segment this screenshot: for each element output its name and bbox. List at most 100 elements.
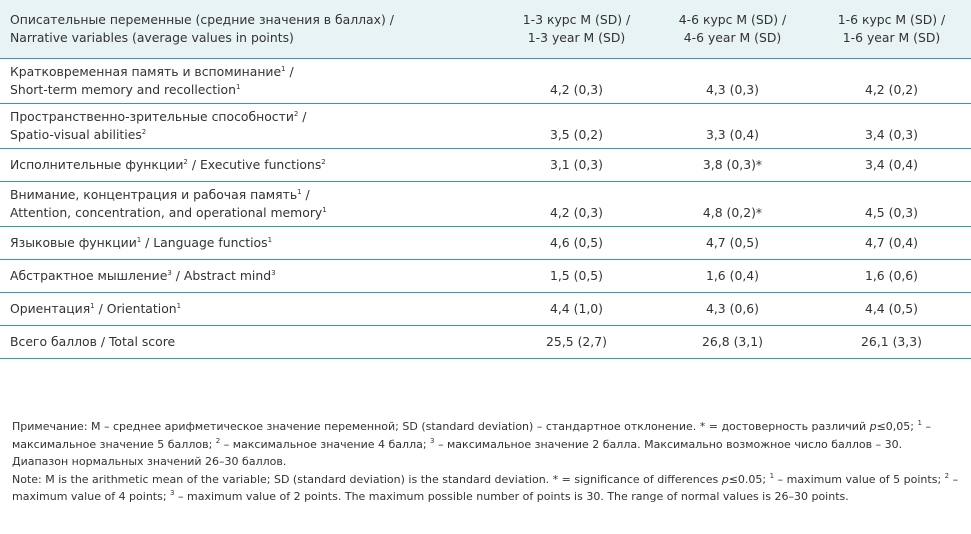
footnote-marker: 1	[769, 471, 775, 480]
row-label-en: Attention, concentration, and operationa…	[10, 205, 323, 220]
row-label-ru: Языковые функции	[10, 235, 137, 250]
header-years-1-6: 1-6 курс M (SD) / 1-6 year M (SD)	[812, 0, 971, 59]
header-variables-en: Narrative variables (average values in p…	[10, 30, 294, 45]
row-label-en: Language functios	[153, 235, 268, 250]
footnote-marker: 1	[322, 206, 327, 214]
cell-years-1-3: 3,5 (0,2)	[500, 103, 653, 149]
note-english: Note: M is the arithmetic mean of the va…	[12, 471, 960, 506]
note-italic-p: p	[869, 420, 877, 433]
footnote-marker: 2	[215, 436, 221, 445]
table-header: Описательные переменные (средние значени…	[0, 0, 971, 59]
note-text: Примечание: M – среднее арифметическое з…	[12, 420, 870, 433]
footnote-marker: 1	[136, 236, 142, 244]
row-label: Пространственно-зрительные способности2 …	[0, 103, 500, 149]
separator: /	[187, 157, 200, 172]
row-label-en: Spatio-visual abilities	[10, 127, 142, 142]
row-label: Абстрактное мышление3 / Abstract mind3	[0, 259, 500, 293]
header-years-1-6-en: 1-6 year M (SD)	[842, 30, 941, 45]
row-label: Всего баллов / Total score	[0, 325, 500, 359]
cell-years-1-6: 3,4 (0,4)	[812, 148, 971, 182]
header-years-1-3-en: 1-3 year M (SD)	[527, 30, 626, 45]
note-text: – maximum value of 4 points;	[12, 472, 959, 504]
row-label: Внимание, концентрация и рабочая память1…	[0, 181, 500, 227]
cell-years-1-6: 4,7 (0,4)	[812, 226, 971, 260]
table-row-attention: Внимание, концентрация и рабочая память1…	[0, 181, 971, 227]
row-label-en: Short-term memory and recollection	[10, 82, 236, 97]
separator: /	[301, 187, 310, 202]
note-text: – максимальное значение 2 балла. Максима…	[12, 437, 903, 469]
cell-years-1-3: 3,1 (0,3)	[500, 148, 653, 182]
footnote-marker: 2	[293, 110, 299, 118]
cell-years-1-3: 4,2 (0,3)	[500, 58, 653, 104]
table-row-orientation: Ориентация1 / Orientation1 4,4 (1,0) 4,3…	[0, 292, 971, 326]
footnote-marker: 3	[430, 436, 435, 445]
table-row-short-term-memory: Кратковременная память и вспоминание1 /S…	[0, 58, 971, 104]
table-row-total-score: Всего баллов / Total score 25,5 (2,7) 26…	[0, 325, 971, 359]
row-label: Кратковременная память и вспоминание1 /S…	[0, 58, 500, 104]
row-label: Языковые функции1 / Language functios1	[0, 226, 500, 260]
row-label-ru: Пространственно-зрительные способности	[10, 109, 294, 124]
footnote-marker: 1	[281, 65, 286, 73]
cell-years-1-3: 4,6 (0,5)	[500, 226, 653, 260]
header-row: Описательные переменные (средние значени…	[0, 0, 971, 59]
cell-years-4-6: 3,3 (0,4)	[653, 103, 812, 149]
separator: /	[94, 301, 107, 316]
cell-years-1-6: 1,6 (0,6)	[812, 259, 971, 293]
table-note: Примечание: M – среднее арифметическое з…	[12, 418, 960, 506]
footnote-marker: 3	[271, 269, 276, 277]
cell-years-1-3: 4,2 (0,3)	[500, 181, 653, 227]
header-years-1-3-ru: 1-3 курс M (SD) /	[522, 12, 631, 27]
header-years-4-6: 4-6 курс M (SD) / 4-6 year M (SD)	[653, 0, 812, 59]
note-text: – maximum value of 2 points. The maximum…	[174, 490, 849, 503]
footnote-marker: 1	[176, 302, 182, 310]
header-years-4-6-en: 4-6 year M (SD)	[683, 30, 782, 45]
cell-years-4-6: 1,6 (0,4)	[653, 259, 812, 293]
note-italic-p: p	[721, 472, 729, 486]
separator: /	[298, 109, 307, 124]
note-text: ≤0,05;	[876, 420, 918, 433]
row-label-en: Abstract mind	[183, 268, 272, 283]
note-text: ≤0.05;	[728, 472, 770, 486]
row-label-en: Orientation	[106, 301, 177, 316]
footnote-marker: 2	[321, 158, 326, 166]
header-years-1-6-ru: 1-6 курс M (SD) /	[837, 12, 946, 27]
footnote-marker: 2	[944, 471, 950, 480]
header-variables: Описательные переменные (средние значени…	[0, 0, 500, 59]
header-variables-ru: Описательные переменные (средние значени…	[10, 12, 394, 27]
row-label-en: Executive functions	[199, 157, 322, 172]
cell-years-4-6: 26,8 (3,1)	[653, 325, 812, 359]
cell-years-1-6: 4,5 (0,3)	[812, 181, 971, 227]
row-label-ru: Исполнительные функции	[10, 157, 184, 172]
row-label-ru: Абстрактное мышление	[10, 268, 168, 283]
row-label-ru: Кратковременная память и вспоминание	[10, 64, 282, 79]
note-text: – maximum value of 5 points;	[774, 472, 945, 486]
note-text: – максимальное значение 4 балла;	[220, 437, 431, 451]
table-row-spatio-visual: Пространственно-зрительные способности2 …	[0, 103, 971, 149]
cell-years-4-6: 4,8 (0,2)*	[653, 181, 812, 227]
table-row-abstract-mind: Абстрактное мышление3 / Abstract mind3 1…	[0, 259, 971, 293]
table-row-language: Языковые функции1 / Language functios1 4…	[0, 226, 971, 260]
footnote-marker: 2	[183, 158, 188, 166]
table-row-executive-functions: Исполнительные функции2 / Executive func…	[0, 148, 971, 182]
cell-years-1-6: 4,2 (0,2)	[812, 58, 971, 104]
row-label-ru: Ориентация	[10, 301, 91, 316]
row-label: Исполнительные функции2 / Executive func…	[0, 148, 500, 182]
cell-years-1-3: 25,5 (2,7)	[500, 325, 653, 359]
footnote-marker: 3	[167, 269, 172, 277]
footnote-marker: 1	[267, 236, 273, 244]
footnote-marker: 1	[297, 188, 302, 196]
cell-years-1-3: 4,4 (1,0)	[500, 292, 653, 326]
table-body: Кратковременная память и вспоминание1 /S…	[0, 58, 971, 359]
separator: /	[285, 64, 294, 79]
footnote-marker: 1	[235, 83, 241, 91]
header-years-4-6-ru: 4-6 курс M (SD) /	[678, 12, 787, 27]
header-years-1-3: 1-3 курс M (SD) / 1-3 year M (SD)	[500, 0, 653, 59]
separator: /	[141, 235, 154, 250]
note-text: Note: M is the arithmetic mean of the va…	[12, 472, 722, 486]
cell-years-4-6: 4,3 (0,3)	[653, 58, 812, 104]
cell-years-4-6: 3,8 (0,3)*	[653, 148, 812, 182]
results-table: Описательные переменные (средние значени…	[0, 0, 971, 359]
cell-years-1-6: 26,1 (3,3)	[812, 325, 971, 359]
row-label: Ориентация1 / Orientation1	[0, 292, 500, 326]
row-label-ru: Внимание, концентрация и рабочая память	[10, 187, 298, 202]
